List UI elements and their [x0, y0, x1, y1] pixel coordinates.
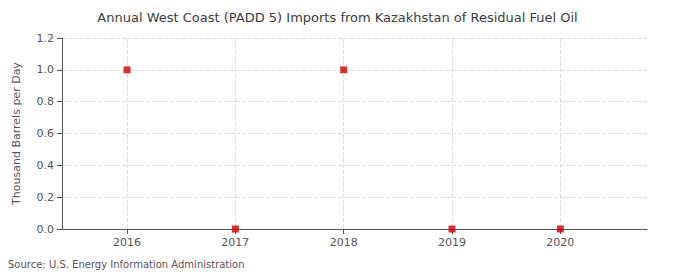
- svg-text:2020: 2020: [546, 236, 574, 249]
- svg-text:Annual West Coast (PADD 5) Imp: Annual West Coast (PADD 5) Imports from …: [97, 10, 577, 25]
- svg-text:Source: U.S. Energy Informatio: Source: U.S. Energy Information Administ…: [8, 259, 245, 270]
- svg-text:2018: 2018: [330, 236, 358, 249]
- svg-text:1.0: 1.0: [37, 63, 55, 76]
- svg-text:2019: 2019: [438, 236, 466, 249]
- svg-text:0.4: 0.4: [37, 159, 55, 172]
- svg-text:Thousand Barrels per Day: Thousand Barrels per Day: [10, 62, 23, 206]
- svg-text:2017: 2017: [221, 236, 249, 249]
- svg-text:0.6: 0.6: [37, 127, 55, 140]
- svg-text:0.8: 0.8: [37, 95, 55, 108]
- svg-text:0.2: 0.2: [37, 191, 55, 204]
- svg-text:0.0: 0.0: [37, 223, 55, 236]
- svg-text:1.2: 1.2: [37, 32, 55, 45]
- svg-text:2016: 2016: [113, 236, 141, 249]
